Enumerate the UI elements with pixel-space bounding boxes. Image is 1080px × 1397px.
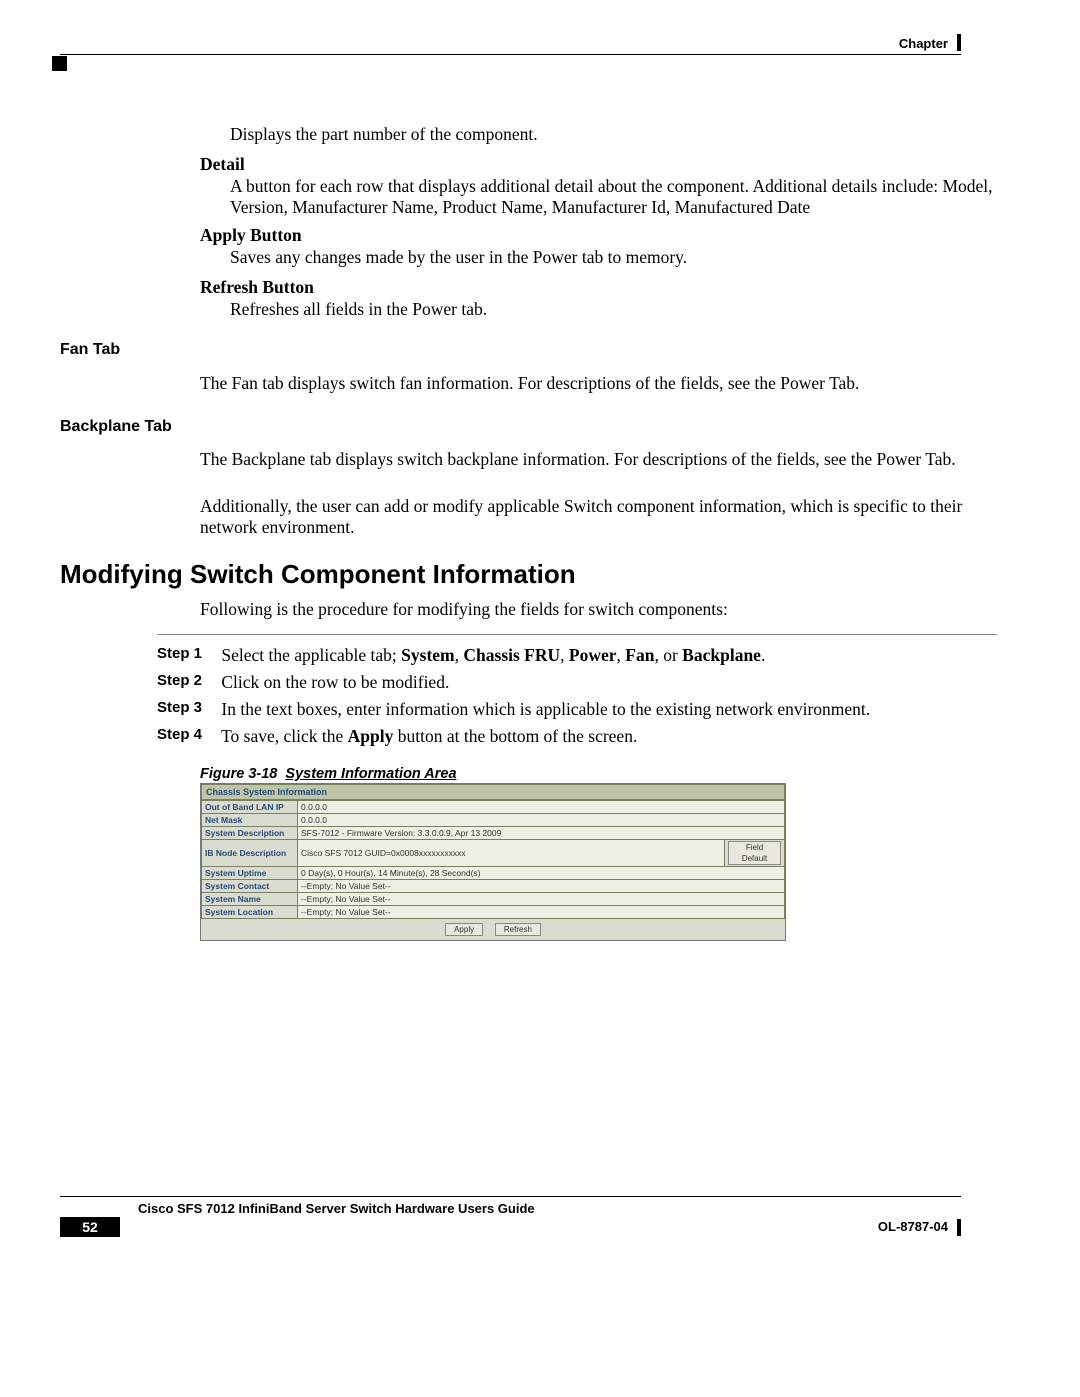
field-value[interactable]: --Empty; No Value Set--	[298, 880, 785, 893]
footer-bar	[957, 1219, 961, 1236]
refresh-button-heading: Refresh Button	[200, 277, 997, 298]
footer-rule	[60, 1196, 961, 1197]
panel-title: Chassis System Information	[201, 784, 785, 800]
fan-tab-text: The Fan tab displays switch fan informat…	[200, 373, 997, 394]
step-1-label: Step 1	[157, 645, 217, 662]
field-label: System Contact	[202, 880, 298, 893]
step-2: Step 2 Click on the row to be modified.	[157, 672, 997, 693]
field-label: System Uptime	[202, 867, 298, 880]
system-information-panel: Chassis System Information Out of Band L…	[200, 783, 786, 941]
backplane-tab-heading: Backplane Tab	[60, 418, 172, 436]
detail-text: A button for each row that displays addi…	[230, 176, 997, 219]
figure-title: System Information Area	[285, 766, 456, 782]
step-1-text: Select the applicable tab; System, Chass…	[221, 645, 765, 665]
field-label: System Location	[202, 906, 298, 919]
step-2-label: Step 2	[157, 672, 217, 689]
part-number-text: Displays the part number of the componen…	[230, 124, 997, 145]
header-square-marker	[52, 56, 67, 71]
system-info-table: Out of Band LAN IP0.0.0.0 Net Mask0.0.0.…	[201, 800, 785, 919]
step-4-label: Step 4	[157, 726, 217, 743]
header-rule	[60, 54, 961, 55]
step-1: Step 1 Select the applicable tab; System…	[157, 645, 997, 666]
apply-button[interactable]: Apply	[445, 923, 483, 936]
field-value: 0 Day(s), 0 Hour(s), 14 Minute(s), 28 Se…	[298, 867, 785, 880]
field-value[interactable]: SFS-7012 - Firmware Version: 3.3.0.0.9, …	[298, 827, 785, 840]
step-3-label: Step 3	[157, 699, 217, 716]
figure-number: Figure 3-18	[200, 766, 277, 782]
field-value[interactable]: --Empty; No Value Set--	[298, 906, 785, 919]
fan-tab-heading: Fan Tab	[60, 341, 120, 359]
figure-caption: Figure 3-18 System Information Area	[200, 766, 457, 782]
field-label: Out of Band LAN IP	[202, 801, 298, 814]
backplane-tab-p1: The Backplane tab displays switch backpl…	[200, 449, 997, 470]
page: Chapter Displays the part number of the …	[0, 0, 1080, 1397]
step-3-text: In the text boxes, enter information whi…	[221, 699, 870, 719]
table-row: System Name--Empty; No Value Set--	[202, 893, 785, 906]
step-4-text: To save, click the Apply button at the b…	[221, 726, 637, 746]
apply-button-text: Saves any changes made by the user in th…	[230, 247, 997, 268]
apply-button-heading: Apply Button	[200, 225, 997, 246]
field-default-button[interactable]: Field Default	[728, 841, 781, 865]
panel-button-row: Apply Refresh	[201, 919, 785, 940]
table-row: System Uptime0 Day(s), 0 Hour(s), 14 Min…	[202, 867, 785, 880]
footer-book-title: Cisco SFS 7012 InfiniBand Server Switch …	[138, 1201, 535, 1216]
table-row: System Location--Empty; No Value Set--	[202, 906, 785, 919]
refresh-button[interactable]: Refresh	[495, 923, 541, 936]
step-4: Step 4 To save, click the Apply button a…	[157, 726, 997, 747]
section-intro: Following is the procedure for modifying…	[200, 599, 997, 620]
field-value[interactable]: 0.0.0.0	[298, 801, 785, 814]
step-3: Step 3 In the text boxes, enter informat…	[157, 699, 997, 720]
field-value[interactable]: Cisco SFS 7012 GUID=0x0008xxxxxxxxxxx	[298, 840, 725, 867]
footer-doc-id: OL-8787-04	[878, 1219, 948, 1234]
table-row: Net Mask0.0.0.0	[202, 814, 785, 827]
table-row: IB Node DescriptionCisco SFS 7012 GUID=0…	[202, 840, 785, 867]
section-title: Modifying Switch Component Information	[60, 559, 576, 590]
header-chapter-label: Chapter	[899, 36, 948, 51]
field-value[interactable]: --Empty; No Value Set--	[298, 893, 785, 906]
field-value[interactable]: 0.0.0.0	[298, 814, 785, 827]
table-row: System DescriptionSFS-7012 - Firmware Ve…	[202, 827, 785, 840]
field-label: IB Node Description	[202, 840, 298, 867]
step-2-text: Click on the row to be modified.	[221, 672, 449, 692]
steps-rule	[157, 634, 997, 635]
header-bar	[957, 34, 961, 51]
page-number: 52	[60, 1217, 120, 1237]
detail-heading: Detail	[200, 154, 997, 175]
table-row: System Contact--Empty; No Value Set--	[202, 880, 785, 893]
field-label: System Description	[202, 827, 298, 840]
backplane-tab-p2: Additionally, the user can add or modify…	[200, 496, 997, 539]
field-label: System Name	[202, 893, 298, 906]
table-row: Out of Band LAN IP0.0.0.0	[202, 801, 785, 814]
refresh-button-text: Refreshes all fields in the Power tab.	[230, 299, 997, 320]
field-label: Net Mask	[202, 814, 298, 827]
